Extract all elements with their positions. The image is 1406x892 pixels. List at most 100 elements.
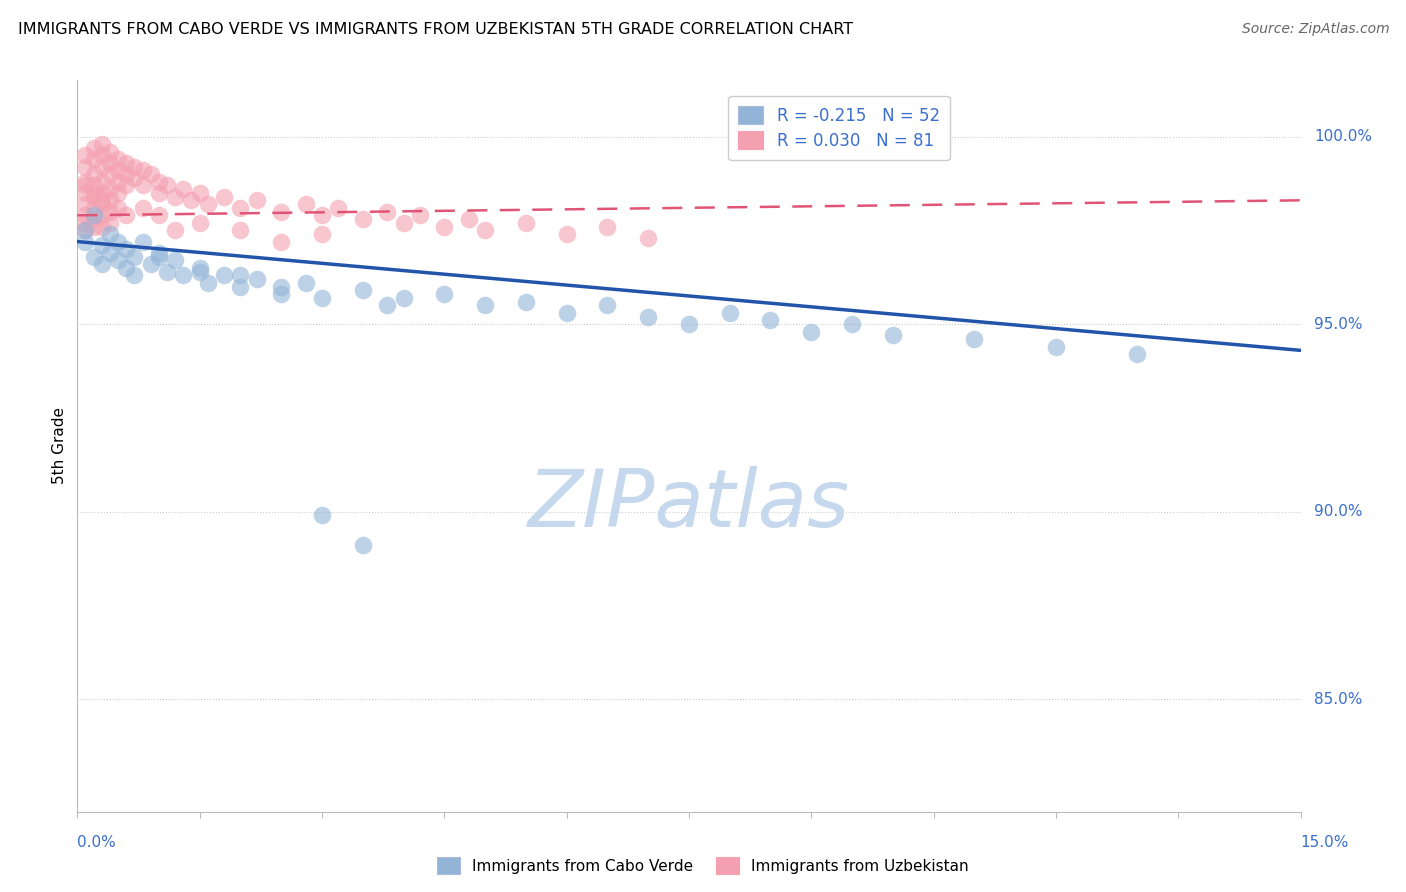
Point	[311, 508, 333, 523]
Point	[83, 167, 105, 181]
Point	[115, 242, 138, 256]
Text: 15.0%: 15.0%	[1301, 836, 1348, 850]
Point	[124, 160, 146, 174]
Text: 95.0%: 95.0%	[1315, 317, 1362, 332]
Point	[882, 328, 904, 343]
Point	[115, 156, 138, 170]
Point	[212, 268, 235, 283]
Point	[131, 178, 153, 193]
Point	[98, 227, 121, 241]
Point	[678, 317, 700, 331]
Text: ZIPatlas: ZIPatlas	[527, 466, 851, 543]
Point	[229, 223, 252, 237]
Point	[115, 208, 138, 222]
Point	[83, 208, 105, 222]
Point	[596, 219, 619, 234]
Point	[188, 216, 211, 230]
Point	[457, 212, 479, 227]
Point	[115, 260, 138, 275]
Point	[98, 182, 121, 196]
Point	[148, 245, 170, 260]
Point	[115, 178, 138, 193]
Point	[197, 197, 219, 211]
Point	[90, 194, 112, 208]
Point	[124, 268, 146, 283]
Point	[83, 201, 105, 215]
Point	[83, 189, 105, 203]
Point	[172, 182, 194, 196]
Point	[197, 276, 219, 290]
Point	[107, 175, 129, 189]
Point	[270, 235, 292, 249]
Point	[75, 148, 97, 162]
Point	[90, 238, 112, 252]
Point	[392, 291, 415, 305]
Point	[1126, 347, 1149, 361]
Point	[90, 160, 112, 174]
Point	[148, 208, 170, 222]
Point	[759, 313, 782, 327]
Point	[555, 306, 578, 320]
Point	[433, 219, 456, 234]
Point	[107, 186, 129, 200]
Point	[270, 287, 292, 301]
Point	[328, 201, 350, 215]
Point	[83, 152, 105, 166]
Y-axis label: 5th Grade: 5th Grade	[52, 408, 67, 484]
Point	[409, 208, 432, 222]
Point	[352, 212, 374, 227]
Point	[75, 223, 97, 237]
Point	[212, 189, 235, 203]
Point	[75, 197, 97, 211]
Point	[515, 294, 537, 309]
Point	[156, 264, 179, 278]
Point	[98, 204, 121, 219]
Point	[311, 208, 333, 222]
Point	[188, 264, 211, 278]
Point	[107, 201, 129, 215]
Point	[98, 194, 121, 208]
Point	[841, 317, 863, 331]
Text: 85.0%: 85.0%	[1315, 691, 1362, 706]
Legend: Immigrants from Cabo Verde, Immigrants from Uzbekistan: Immigrants from Cabo Verde, Immigrants f…	[430, 851, 976, 880]
Point	[90, 136, 112, 151]
Point	[311, 227, 333, 241]
Point	[139, 167, 162, 181]
Point	[83, 186, 105, 200]
Point	[246, 194, 269, 208]
Point	[98, 145, 121, 159]
Point	[75, 186, 97, 200]
Point	[148, 175, 170, 189]
Point	[165, 189, 187, 203]
Point	[352, 283, 374, 297]
Point	[124, 170, 146, 185]
Point	[294, 197, 316, 211]
Point	[131, 235, 153, 249]
Point	[75, 223, 97, 237]
Point	[148, 186, 170, 200]
Point	[637, 310, 659, 324]
Point	[246, 272, 269, 286]
Point	[90, 148, 112, 162]
Point	[75, 175, 97, 189]
Point	[311, 291, 333, 305]
Text: 100.0%: 100.0%	[1315, 129, 1372, 144]
Point	[75, 208, 97, 222]
Point	[131, 163, 153, 178]
Point	[433, 287, 456, 301]
Point	[229, 201, 252, 215]
Point	[107, 163, 129, 178]
Point	[270, 204, 292, 219]
Point	[75, 178, 97, 193]
Point	[392, 216, 415, 230]
Point	[75, 160, 97, 174]
Point	[375, 204, 398, 219]
Point	[165, 253, 187, 268]
Legend: R = -0.215   N = 52, R = 0.030   N = 81: R = -0.215 N = 52, R = 0.030 N = 81	[728, 96, 949, 160]
Text: IMMIGRANTS FROM CABO VERDE VS IMMIGRANTS FROM UZBEKISTAN 5TH GRADE CORRELATION C: IMMIGRANTS FROM CABO VERDE VS IMMIGRANTS…	[18, 22, 853, 37]
Point	[98, 167, 121, 181]
Point	[107, 253, 129, 268]
Point	[107, 152, 129, 166]
Point	[555, 227, 578, 241]
Point	[124, 250, 146, 264]
